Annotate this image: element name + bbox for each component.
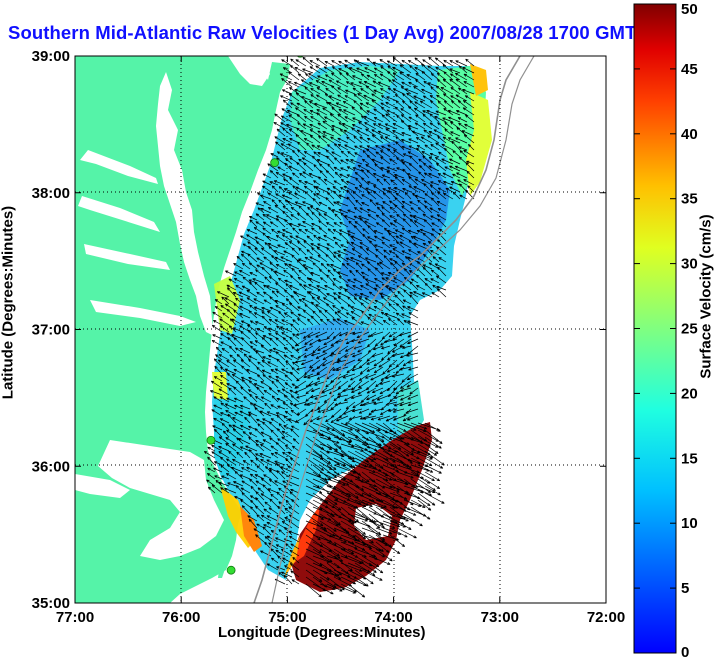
- y-tick-label: 36:00: [32, 458, 70, 475]
- y-tick-label: 39:00: [32, 48, 70, 65]
- colorbar-tick-label: 40: [681, 126, 698, 143]
- bathymetry-contours: [253, 56, 535, 603]
- colorbar-tick-label: 10: [681, 515, 698, 532]
- colorbar-tick-label: 25: [681, 321, 698, 338]
- colorbar-ticks: 0 5 10 15 20 25 30 35 40 45 50: [634, 1, 698, 659]
- colorbar-tick-label: 30: [681, 256, 698, 273]
- x-tick-label: 77:00: [56, 609, 94, 626]
- radar-site-marker: [206, 435, 216, 445]
- colorbar-label: Surface Velocity (cm/s): [697, 214, 715, 379]
- x-axis: 77:00 76:00 75:00 74:00 73:00 72:00: [56, 56, 625, 626]
- radar-site-marker: [270, 158, 280, 168]
- x-axis-label: Longitude (Degrees:Minutes): [218, 624, 426, 641]
- x-tick-label: 73:00: [481, 609, 519, 626]
- colorbar-tick-label: 50: [681, 1, 698, 18]
- colorbar-tick-label: 20: [681, 385, 698, 402]
- colorbar-tick-label: 15: [681, 450, 698, 467]
- y-axis: 35:00 36:00 37:00 38:00 39:00: [32, 48, 606, 612]
- x-tick-label: 75:00: [268, 609, 306, 626]
- chart-title: Southern Mid-Atlantic Raw Velocities (1 …: [8, 22, 637, 43]
- y-tick-label: 38:00: [32, 185, 70, 202]
- colorbar: [633, 3, 677, 654]
- colorbar-tick-label: 35: [681, 191, 698, 208]
- y-axis-label: Latitude (Degrees:Minutes): [0, 205, 17, 400]
- vector-arrows: [203, 56, 475, 598]
- velocity-vectors: [203, 56, 475, 598]
- x-tick-label: 74:00: [374, 609, 412, 626]
- colorbar-tick-label: 5: [681, 580, 689, 597]
- x-tick-label: 76:00: [162, 609, 200, 626]
- colorbar-tick-label: 0: [681, 644, 689, 659]
- y-tick-label: 35:00: [32, 595, 70, 612]
- pamlico-sound: [98, 440, 224, 560]
- x-tick-label: 72:00: [587, 609, 625, 626]
- chesapeake-bay: [156, 72, 214, 336]
- y-tick-label: 37:00: [32, 322, 70, 339]
- colorbar-tick-label: 45: [681, 61, 698, 78]
- radar-site-marker: [226, 565, 236, 575]
- grid-lines: [75, 56, 606, 603]
